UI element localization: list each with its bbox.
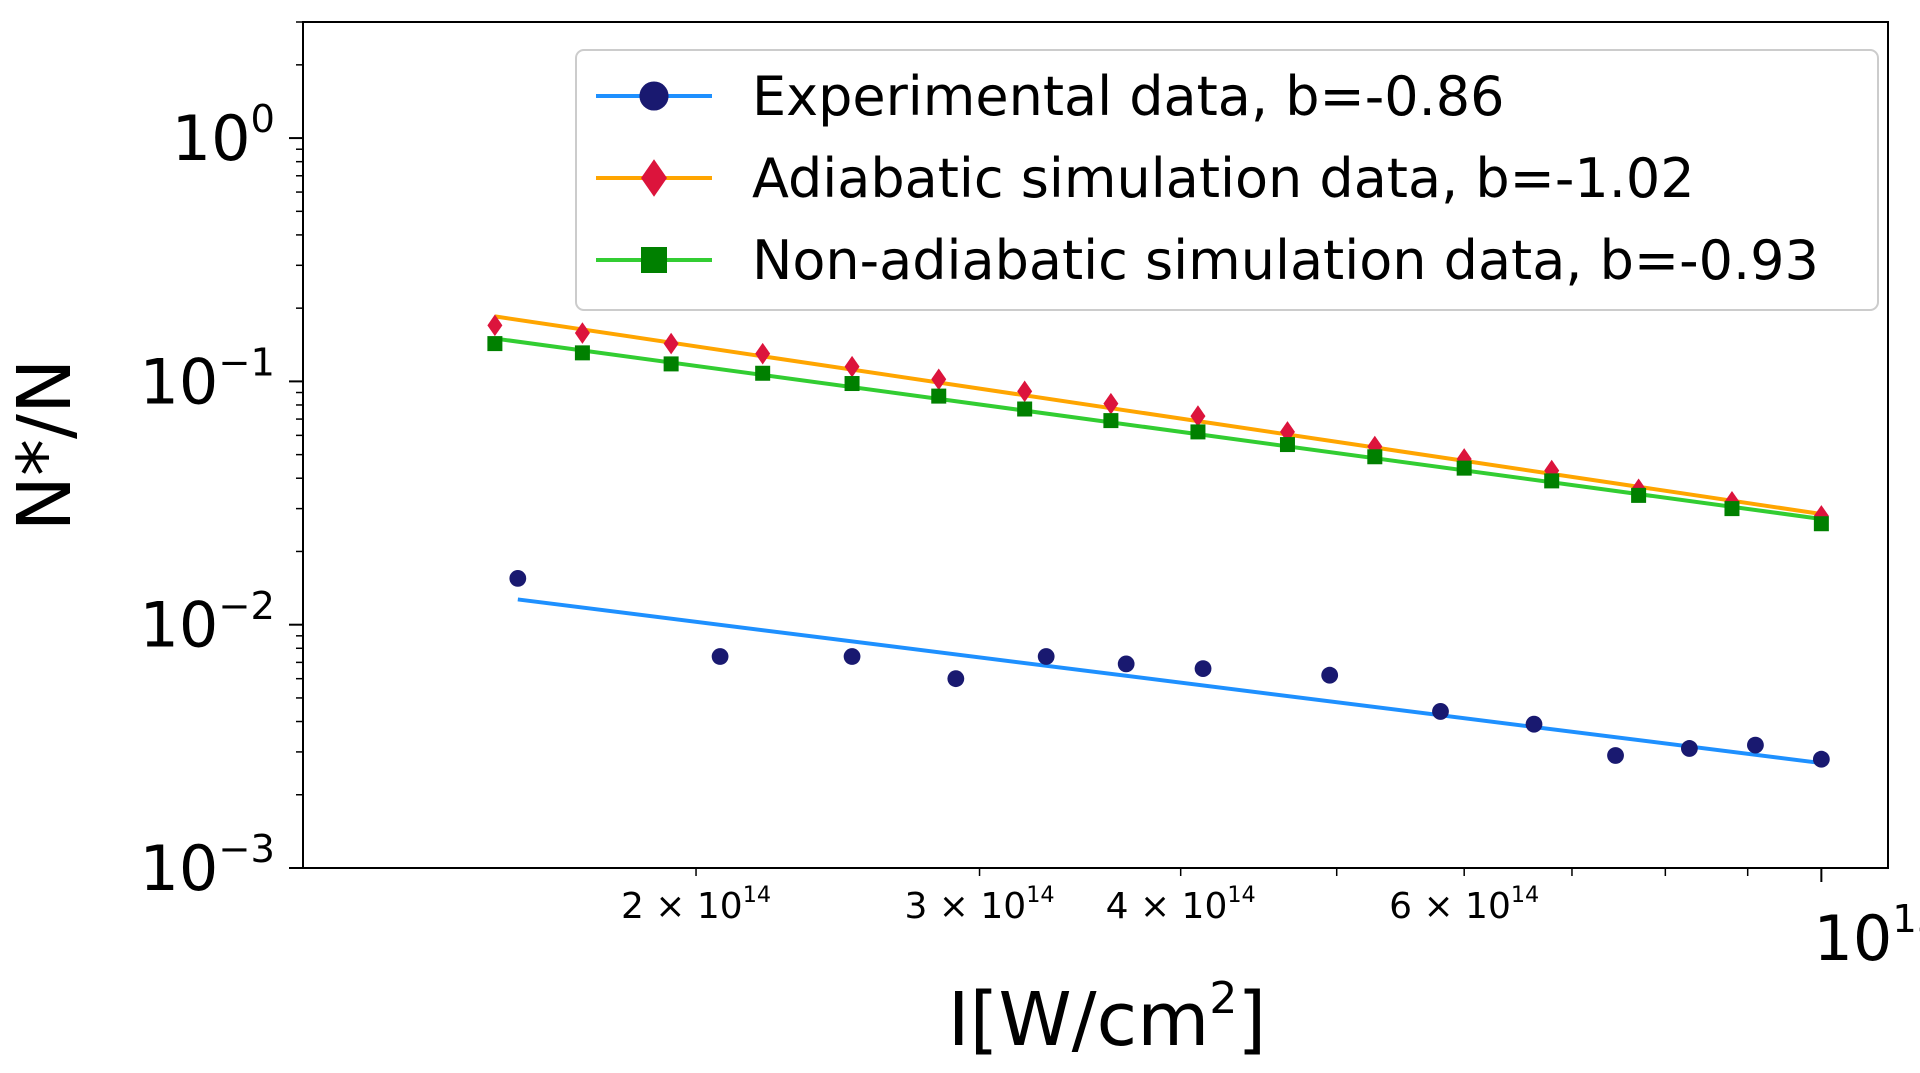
legend-box [575,49,1879,311]
legend: Experimental data, b=-0.86 Adiabatic simu… [575,49,1879,311]
data-point-series-2 [1190,424,1206,440]
data-point-series-2 [1631,487,1647,503]
axis-ticks [289,21,1823,882]
y-tick-label: 100 [172,97,275,175]
data-point-series-2 [1456,460,1472,476]
plot-area-frame [302,21,1889,869]
fit-line-series-1 [494,314,1822,517]
data-point-series-1 [931,368,947,391]
data-point-series-2 [574,345,590,361]
data-point-series-2 [755,365,771,381]
data-point-series-0 [1037,648,1055,665]
y-tick-label: 10−3 [139,827,275,905]
data-point-series-0 [947,670,965,688]
data-point-series-2 [1017,401,1033,417]
data-point-series-0 [1812,750,1830,768]
data-point-series-2 [1544,473,1560,489]
data-point-series-2 [663,356,679,372]
data-point-series-0 [1321,666,1339,684]
y-tick-label: 10−1 [139,340,275,418]
data-point-series-0 [1117,655,1135,673]
legend-marker-swatch [639,81,669,111]
data-point-series-0 [711,648,729,665]
legend-label: Non-adiabatic simulation data, b=-0.93 [752,229,1819,292]
data-point-series-1 [844,355,860,378]
x-tick-label: 4 × 1014 [1106,882,1256,927]
y-tick-label: 10−2 [139,584,275,662]
data-point-series-2 [1279,437,1295,453]
x-tick-label: 1015 [1813,897,1920,975]
data-point-series-1 [1103,392,1119,415]
data-point-series-0 [843,648,861,665]
x-tick-label: 6 × 1014 [1389,882,1539,927]
data-point-series-0 [509,569,527,587]
x-tick-label: 3 × 1014 [904,882,1054,927]
legend-entry: Non-adiabatic simulation data, b=-0.93 [596,229,1819,292]
data-point-series-1 [663,332,679,355]
data-point-series-0 [1432,703,1449,720]
legend-marker-swatch [641,247,667,273]
data-point-series-0 [1747,736,1764,754]
data-point-series-1 [574,322,590,344]
y-axis-label: N*/N [2,359,88,532]
legend-marker-swatch [641,159,667,197]
data-point-series-2 [487,336,503,352]
data-markers [487,314,1830,768]
data-point-series-0 [1607,747,1624,764]
fit-line-series-0 [517,597,1822,766]
data-point-series-2 [844,376,860,392]
fit-lines [494,314,1822,766]
data-point-series-2 [1367,449,1383,465]
data-point-series-2 [931,388,947,404]
legend-entry: Experimental data, b=-0.86 [596,65,1504,128]
data-point-series-0 [1525,715,1543,733]
data-point-series-0 [1680,740,1698,757]
axis-tick-labels: 100 10−1 10−2 10−3 1015 2 × 1014 3 × 1014 4 × 1… [139,97,1920,975]
data-point-series-1 [755,342,771,365]
data-point-series-1 [487,314,503,337]
data-point-series-2 [1103,413,1119,429]
x-tick-label: 2 × 1014 [621,882,771,927]
fit-line-series-2 [494,336,1822,521]
data-point-series-2 [1813,516,1829,532]
legend-label: Adiabatic simulation data, b=-1.02 [752,147,1695,210]
data-point-series-0 [1194,660,1212,678]
data-point-series-2 [1724,501,1740,517]
x-axis-label: I[W/cm2] [948,973,1266,1063]
legend-label: Experimental data, b=-0.86 [752,65,1504,128]
data-point-series-1 [1017,380,1033,403]
legend-entry: Adiabatic simulation data, b=-1.02 [596,147,1695,210]
data-point-series-1 [1190,405,1206,427]
